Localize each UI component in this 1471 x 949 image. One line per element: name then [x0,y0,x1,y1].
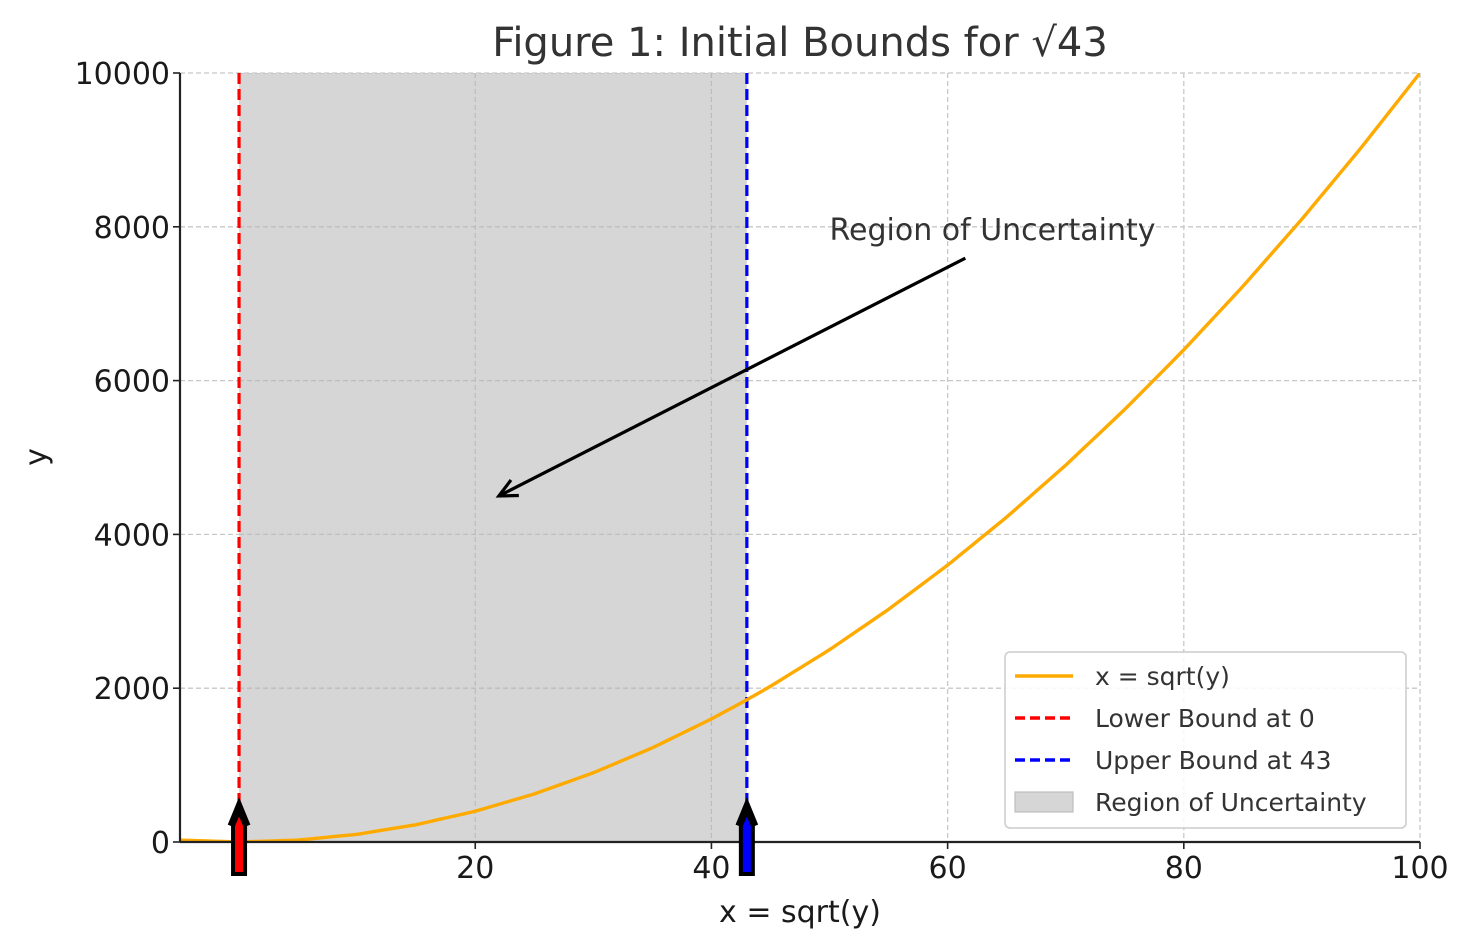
axes [178,73,1420,844]
legend-label: Region of Uncertainty [1095,788,1367,817]
tick-labels: 20 40 60 80 100 0 2000 4000 6000 8000 10000 [75,57,1449,886]
legend-label: x = sqrt(y) [1095,662,1230,691]
uncertainty-region-layer [239,73,747,842]
y-tick-label: 6000 [94,365,170,400]
y-axis-label: y [19,448,54,466]
x-tick-label: 20 [456,851,494,886]
x-axis-label: x = sqrt(y) [719,895,881,930]
legend-box [1004,651,1407,829]
y-tick-label: 2000 [94,672,170,707]
bound-lines-layer [237,73,749,842]
legend-swatch [1014,791,1074,813]
y-tick-label: 4000 [94,518,170,553]
annotation-layer: Region of Uncertainty [495,213,1156,498]
legend: x = sqrt(y) Lower Bound at 0 Upper Bound a… [1004,651,1407,829]
annotation-text: Region of Uncertainty [830,213,1156,248]
bound-arrowhead [227,796,251,827]
legend-label: Lower Bound at 0 [1095,704,1315,733]
series-layer [180,73,1420,842]
legend-label: Upper Bound at 43 [1095,746,1331,775]
bound-arrow [738,806,755,876]
uncertainty-region [239,73,747,842]
annotation-arrow [498,256,967,498]
bound-arrows-layer [227,796,759,876]
y-tick-label: 10000 [75,57,170,92]
bound-arrow [231,806,248,876]
x-tick-label: 60 [929,851,967,886]
chart-title: Figure 1: Initial Bounds for √43 [492,20,1108,66]
y-tick-label: 0 [151,826,170,861]
x-tick-label: 80 [1165,851,1203,886]
bound-arrowhead [735,796,759,827]
x-tick-label: 40 [692,851,730,886]
y-tick-label: 8000 [94,211,170,246]
annotation-arrowhead [495,479,519,498]
x-tick-label: 100 [1391,851,1448,886]
series-line [180,73,1420,842]
